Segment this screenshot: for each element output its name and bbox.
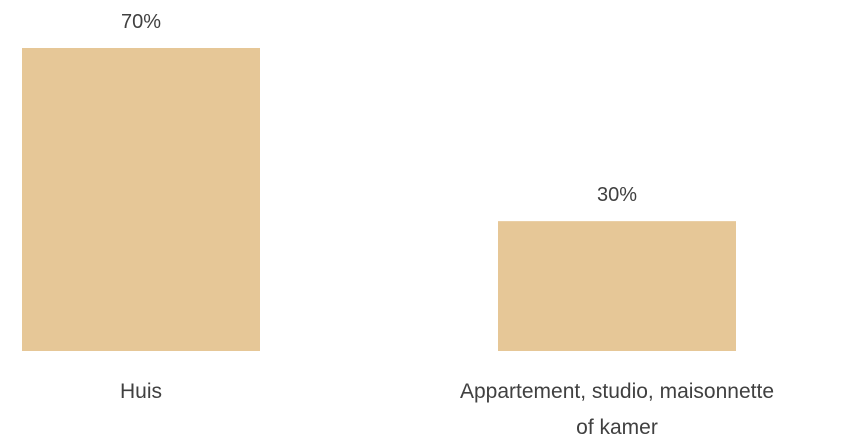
- bars-layer: [22, 48, 736, 351]
- data-labels-layer: 70% 30%: [121, 11, 637, 206]
- bar-0: [22, 48, 260, 351]
- category-label-1-line-0: Appartement, studio, maisonnette: [460, 380, 774, 403]
- bar-1: [498, 221, 736, 351]
- data-label-1: 30%: [597, 184, 637, 206]
- category-label-0-line-0: Huis: [120, 380, 162, 403]
- category-labels-layer: Huis Appartement, studio, maisonnette of k…: [120, 380, 774, 439]
- data-label-0: 70%: [121, 11, 161, 33]
- category-label-1-line-1: of kamer: [576, 416, 658, 439]
